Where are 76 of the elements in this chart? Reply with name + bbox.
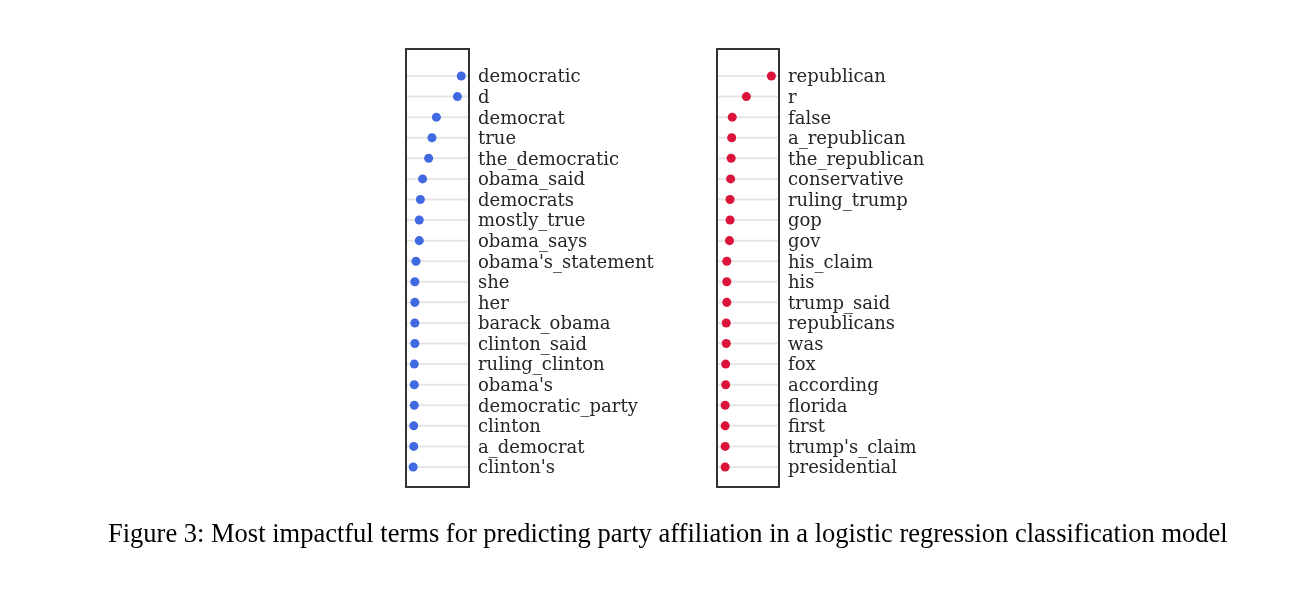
point <box>726 153 736 163</box>
y-tick-label: ruling_clinton <box>478 353 606 376</box>
y-tick-label: obama_said <box>478 168 586 191</box>
point <box>727 112 737 122</box>
point <box>721 339 731 349</box>
y-tick-label: democrats <box>478 188 574 210</box>
point <box>721 318 731 328</box>
y-tick-label: false <box>788 106 832 128</box>
y-tick-label: clinton_said <box>478 332 588 355</box>
point <box>431 112 441 122</box>
point <box>726 174 736 184</box>
y-tick-label: his <box>788 271 815 293</box>
y-tick-label: democratic <box>478 65 581 87</box>
point <box>725 194 735 204</box>
point <box>415 194 425 204</box>
y-tick-label: trump's_claim <box>788 435 917 458</box>
point <box>409 380 419 390</box>
y-tick-label: clinton <box>478 415 542 437</box>
point <box>411 256 421 266</box>
point <box>452 92 462 102</box>
point <box>410 339 420 349</box>
y-tick-label: obama's <box>478 374 554 396</box>
y-tick-label: d <box>478 85 490 107</box>
y-tick-label: a_democrat <box>478 435 586 458</box>
y-tick-label: first <box>788 415 826 437</box>
point <box>725 215 735 225</box>
y-tick-label: trump_said <box>788 291 891 314</box>
y-tick-label: her <box>478 291 510 313</box>
point <box>408 462 418 472</box>
caption: Figure 3: Most impactful terms for predicting party affiliation in a logistic regression classification model <box>108 518 1228 549</box>
point <box>741 92 751 102</box>
point <box>424 153 434 163</box>
y-tick-label: r <box>788 85 797 107</box>
y-tick-label: gop <box>788 209 822 231</box>
y-tick-label: clinton's <box>478 456 556 478</box>
y-tick-label: democratic_party <box>478 394 639 417</box>
y-tick-label: a_republican <box>788 127 906 150</box>
y-tick-label: she <box>478 271 510 293</box>
point <box>722 277 732 287</box>
point <box>414 215 424 225</box>
y-tick-label: according <box>788 374 879 396</box>
point <box>766 71 776 81</box>
point <box>720 400 730 410</box>
point <box>720 421 730 431</box>
y-tick-label: the_democratic <box>478 147 620 170</box>
y-tick-label: mostly_true <box>478 209 586 232</box>
point <box>722 297 732 307</box>
point <box>409 421 419 431</box>
point <box>414 236 424 246</box>
point <box>410 318 420 328</box>
point <box>720 441 730 451</box>
point <box>721 359 731 369</box>
point <box>721 380 731 390</box>
point <box>727 133 737 143</box>
y-tick-label: gov <box>788 230 822 252</box>
y-tick-label: democrat <box>478 106 566 128</box>
y-tick-label: true <box>478 127 517 149</box>
point <box>722 256 732 266</box>
y-tick-label: republican <box>788 65 887 87</box>
point <box>409 400 419 410</box>
y-tick-label: barack_obama <box>478 312 611 335</box>
y-tick-label: his_claim <box>788 250 873 273</box>
point <box>410 297 420 307</box>
y-tick-label: fox <box>788 353 816 375</box>
point <box>409 359 419 369</box>
y-tick-label: ruling_trump <box>788 188 908 211</box>
point <box>410 277 420 287</box>
y-tick-label: florida <box>788 394 848 416</box>
point <box>724 236 735 246</box>
point <box>427 133 437 143</box>
point <box>409 441 419 451</box>
y-tick-label: was <box>788 332 824 354</box>
point <box>418 174 428 184</box>
y-tick-label: obama_says <box>478 230 588 253</box>
point <box>720 462 730 472</box>
point <box>456 71 466 81</box>
